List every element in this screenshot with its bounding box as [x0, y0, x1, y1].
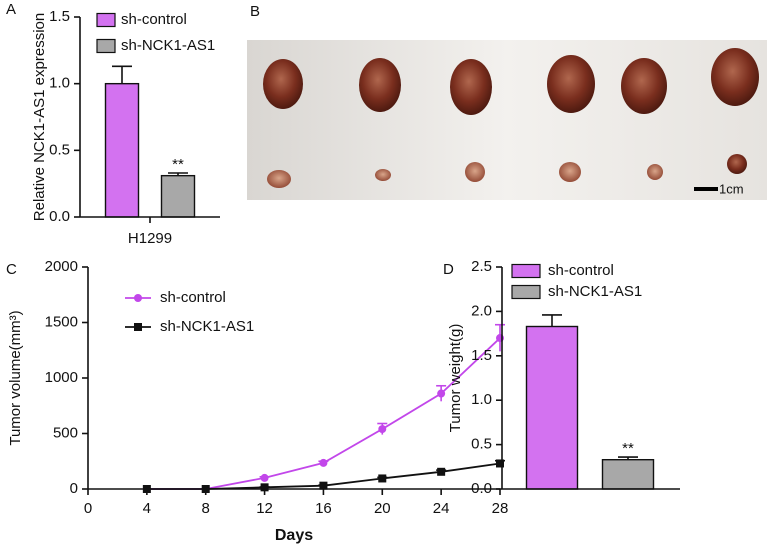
- bar: [601, 458, 655, 490]
- significance: **: [172, 156, 184, 173]
- point: [319, 481, 328, 490]
- legend-label: sh-NCK1-AS1: [548, 283, 642, 300]
- y-tick-label: 1.0: [471, 391, 492, 408]
- legend-swatch: [511, 263, 541, 279]
- point: [378, 474, 387, 483]
- y-tick-label: 0.5: [471, 436, 492, 453]
- tumor-photo: [247, 40, 767, 200]
- bar: [104, 82, 140, 218]
- legend-label: sh-control: [121, 11, 187, 28]
- y-tick-label: 1.0: [49, 75, 70, 92]
- x-tick-label: 16: [315, 500, 332, 517]
- point: [142, 485, 151, 493]
- y-axis-label: Tumor weight(g): [447, 324, 464, 433]
- y-tick-label: 0: [70, 480, 78, 497]
- y-tick-label: 1.5: [49, 8, 70, 25]
- y-tick-label: 2.5: [471, 258, 492, 275]
- y-tick-label: 2.0: [471, 302, 492, 319]
- legend-swatch: [96, 12, 116, 28]
- point: [496, 459, 504, 468]
- x-tick-label: 28: [492, 500, 509, 517]
- point: [319, 458, 328, 467]
- x-tick-label: 20: [374, 500, 391, 517]
- x-tick-label: 24: [433, 500, 450, 517]
- x-tick-label: 4: [143, 500, 151, 517]
- point: [260, 483, 269, 492]
- panel-label: D: [443, 261, 454, 278]
- legend-label: sh-control: [548, 262, 614, 279]
- legend-swatch: [96, 38, 116, 54]
- y-tick-label: 1000: [45, 369, 78, 386]
- y-tick-label: 1500: [45, 313, 78, 330]
- bar: [525, 325, 579, 490]
- panel-label: A: [6, 1, 16, 18]
- bar: [160, 174, 196, 218]
- x-tick-label: 0: [84, 500, 92, 517]
- x-axis-label: Days: [275, 527, 313, 544]
- y-tick-label: 1.5: [471, 347, 492, 364]
- point: [378, 425, 387, 434]
- point: [437, 389, 446, 398]
- panel-label: B: [250, 3, 260, 20]
- point: [201, 485, 210, 493]
- y-tick-label: 2000: [45, 258, 78, 275]
- legend-label: sh-control: [160, 289, 226, 306]
- y-axis-label: Tumor volume(mm³): [7, 310, 24, 445]
- legend-marker: [134, 323, 142, 331]
- legend-swatch: [511, 284, 541, 300]
- y-tick-label: 0.5: [49, 141, 70, 158]
- y-tick-label: 0.0: [471, 480, 492, 497]
- x-tick-label: 12: [256, 500, 273, 517]
- legend-label: sh-NCK1-AS1: [121, 37, 215, 54]
- y-axis-label: Relative NCK1-AS1 expression: [31, 13, 48, 221]
- panel-label: C: [6, 261, 17, 278]
- significance: **: [622, 440, 634, 457]
- y-tick-label: 500: [53, 424, 78, 441]
- x-tick-label: 8: [202, 500, 210, 517]
- x-tick-label: H1299: [128, 230, 172, 247]
- scale-bar-label: 1cm: [719, 181, 744, 196]
- point: [437, 467, 446, 476]
- legend-marker: [134, 294, 142, 302]
- legend-label: sh-NCK1-AS1: [160, 318, 254, 335]
- point: [260, 473, 269, 482]
- y-tick-label: 0.0: [49, 208, 70, 225]
